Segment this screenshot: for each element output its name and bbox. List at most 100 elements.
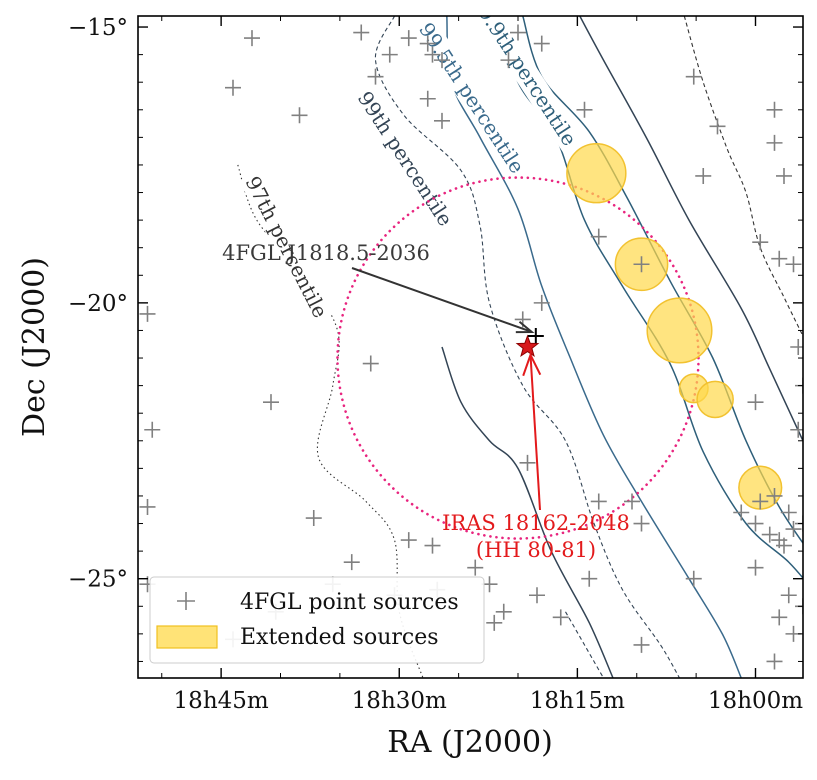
- point-source-43: [766, 487, 783, 504]
- point-source-3: [353, 24, 370, 41]
- point-source-49: [795, 515, 803, 532]
- legend-box: [149, 576, 485, 664]
- point-source-66: [467, 559, 484, 576]
- search-region-circle: [336, 176, 700, 540]
- point-source-27: [633, 256, 650, 273]
- point-source-35: [747, 394, 764, 411]
- extended-source-4: [696, 380, 734, 419]
- point-source-70: [486, 614, 503, 631]
- contour-label-bg: [464, 16, 584, 153]
- point-source-75: [139, 498, 156, 515]
- point-source-25: [790, 339, 803, 355]
- extended-source-0: [566, 143, 627, 204]
- point-source-48: [785, 521, 802, 538]
- point-source-37: [790, 421, 803, 438]
- point-source-32: [144, 421, 161, 438]
- contour-label-bg: [239, 169, 334, 325]
- point-source-10: [419, 90, 436, 107]
- axis-ticks: 18h45m 18h30m 18h15m 18h00m −15° −20° −25°: [68, 15, 803, 714]
- point-source-31: [139, 305, 156, 322]
- point-source-57: [685, 570, 702, 587]
- contour-line-2: [446, 16, 742, 678]
- point-source-13: [510, 24, 526, 41]
- point-source-38: [590, 493, 607, 510]
- point-source-60: [633, 636, 650, 653]
- y-tick-label-0: −15°: [68, 15, 128, 41]
- point-source-58: [581, 570, 598, 587]
- point-source-33: [263, 394, 279, 411]
- point-source-45: [747, 515, 764, 532]
- point-source-40: [633, 515, 650, 532]
- target-4fgl-arrow: [351, 267, 533, 333]
- x-tick-label-1: 18h30m: [352, 688, 447, 714]
- point-source-46: [761, 526, 778, 543]
- target-4fgl-marker: [527, 327, 544, 344]
- contour-line-8: [565, 611, 604, 678]
- contour-label: 99th percentile: [353, 87, 458, 230]
- x-tick-label-0: 18h45m: [174, 688, 269, 714]
- point-source-59: [552, 609, 569, 626]
- point-source-17: [709, 118, 726, 135]
- point-source-6: [419, 35, 436, 52]
- y-tick-label-2: −25°: [68, 567, 128, 593]
- legend-extended-swatch: [156, 625, 218, 649]
- target-4fgl-label: 4FGL J1818.5-2036: [222, 241, 430, 265]
- point-source-62: [305, 510, 322, 527]
- point-source-65: [424, 537, 441, 554]
- point-source-24: [785, 256, 802, 273]
- point-source-54: [795, 598, 803, 615]
- plot-frame: [137, 15, 804, 679]
- point-source-11: [434, 112, 450, 129]
- point-source-7: [424, 46, 441, 63]
- point-source-9: [367, 68, 384, 85]
- point-source-68: [495, 603, 512, 620]
- legend-label-point-sources: 4FGL point sources: [240, 590, 459, 615]
- x-tick-label-2: 18h15m: [530, 688, 625, 714]
- point-source-56: [766, 653, 783, 670]
- point-source-50: [747, 559, 764, 576]
- legend-plus-marker: [177, 592, 195, 610]
- point-source-19: [766, 134, 783, 151]
- extended-source-2: [646, 297, 713, 364]
- point-source-14: [533, 35, 550, 52]
- x-tick-label-3: 18h00m: [708, 688, 803, 714]
- point-source-23: [771, 250, 788, 267]
- target-4fgl-arrowhead: [515, 320, 535, 334]
- point-source-8: [434, 52, 450, 69]
- point-source-2: [291, 107, 308, 124]
- contour-line-7: [441, 346, 614, 678]
- point-source-34: [362, 355, 379, 372]
- contour-label-bg: [351, 84, 460, 233]
- point-source-42: [752, 493, 769, 510]
- point-source-51: [771, 532, 788, 549]
- point-source-12: [500, 52, 517, 69]
- point-source-63: [343, 554, 360, 571]
- target-iras-label: IRAS 18162-2048: [442, 511, 630, 535]
- point-source-4: [381, 46, 398, 63]
- point-source-64: [400, 532, 417, 549]
- target-iras-arrow: [529, 354, 541, 511]
- y-tick-label-1: −20°: [68, 291, 128, 317]
- point-source-36: [795, 377, 803, 394]
- point-source-41: [733, 504, 750, 521]
- legend-label-extended-sources: Extended sources: [240, 625, 439, 650]
- x-axis-label: RA (J2000): [387, 725, 553, 760]
- contour-line-5: [579, 16, 803, 442]
- legend: 4FGL point sources Extended sources: [149, 576, 485, 664]
- point-source-5: [400, 30, 417, 47]
- point-source-18: [766, 101, 783, 118]
- point-source-22: [752, 234, 769, 251]
- target-iras-arrowhead: [522, 352, 542, 377]
- y-axis-label: Dec (J2000): [17, 257, 52, 437]
- target-iras-sublabel: (HH 80-81): [476, 538, 596, 562]
- point-source-21: [695, 167, 712, 184]
- point-source-1: [244, 30, 260, 47]
- point-source-16: [685, 68, 702, 85]
- point-source-30: [519, 454, 536, 471]
- point-source-0: [225, 79, 241, 96]
- contour-line-1: [374, 16, 680, 678]
- point-source-53: [771, 609, 788, 626]
